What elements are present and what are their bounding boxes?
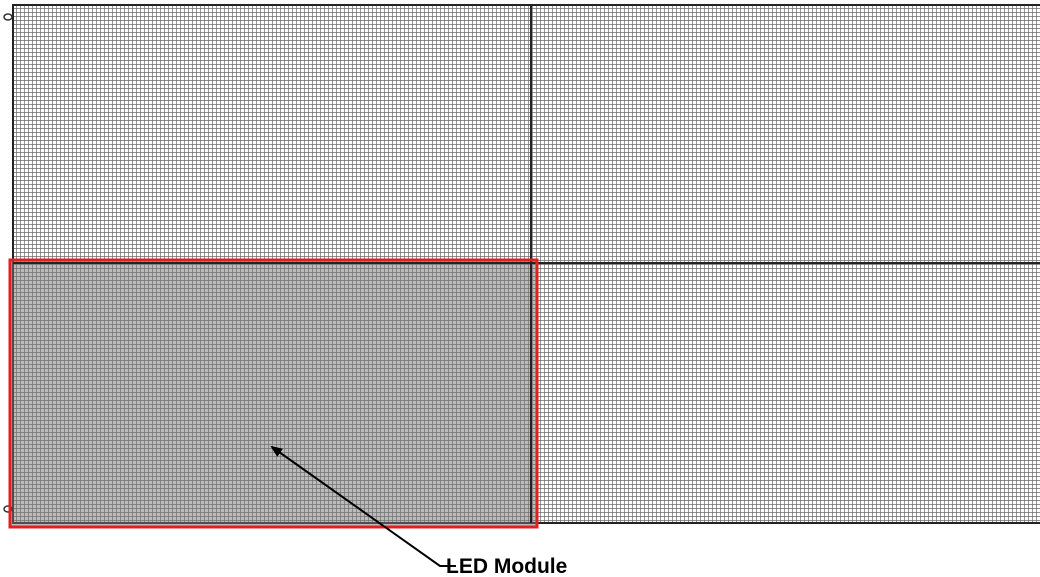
hook	[3, 13, 13, 21]
module-highlight	[8, 258, 539, 529]
module-shade	[11, 261, 536, 526]
callout-label: LED Module	[446, 555, 567, 577]
hook	[3, 505, 13, 513]
callout-arrow	[270, 445, 456, 567]
